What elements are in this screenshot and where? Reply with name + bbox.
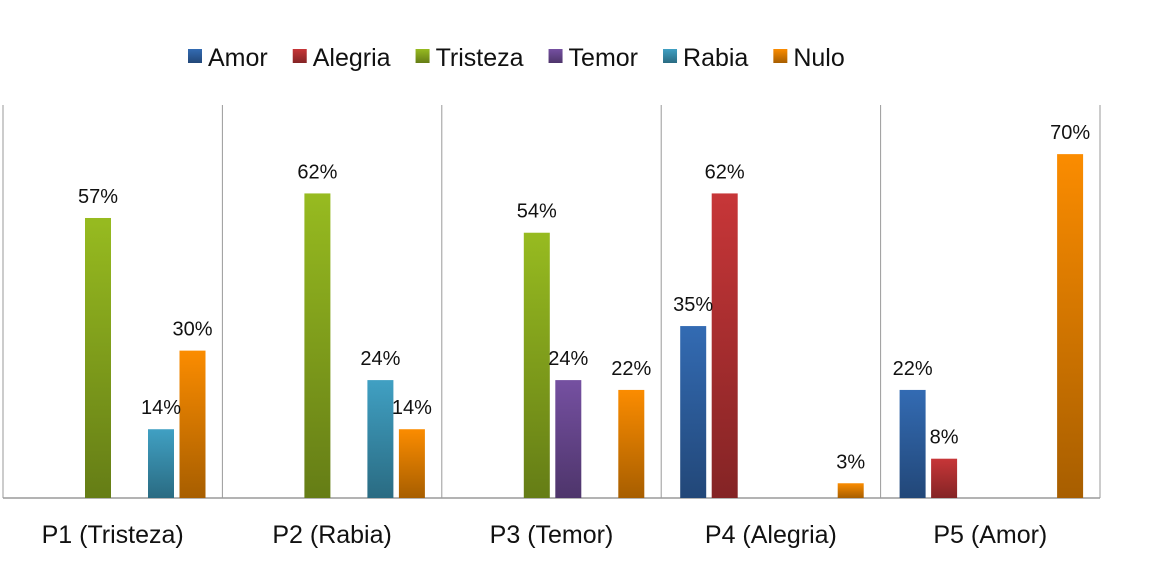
legend-item-nulo: Nulo <box>773 44 845 72</box>
legend-swatch <box>663 49 678 63</box>
data-label: 57% <box>78 186 118 208</box>
legend-label: Temor <box>569 44 638 72</box>
legend-item-tristeza: Tristeza <box>415 44 524 72</box>
bars <box>85 154 1084 499</box>
legend-label: Nulo <box>793 44 844 72</box>
data-label: 62% <box>705 161 745 183</box>
legend-item-rabia: Rabia <box>663 44 748 72</box>
x-tick-label: P1 (Tristeza) <box>42 521 184 549</box>
legend-item-temor: Temor <box>548 44 638 72</box>
data-label: 24% <box>360 348 400 370</box>
bar-tristeza <box>85 217 111 499</box>
bar-rabia <box>148 429 174 498</box>
data-label: 24% <box>548 348 588 370</box>
data-label: 62% <box>297 161 337 183</box>
data-label: 70% <box>1050 122 1090 144</box>
bar-tristeza <box>523 232 550 498</box>
legend-swatch <box>548 49 563 63</box>
x-tick-label: P5 (Amor) <box>933 521 1047 549</box>
bar-rabia <box>367 380 394 498</box>
bar-amor <box>680 326 707 498</box>
legend-swatch <box>292 49 307 63</box>
data-labels: 57% 14% 30% 62% 24% 14% 54% 24% 22% 35% 62% 3% 22% 8%… <box>78 122 1090 473</box>
bar-temor <box>555 380 582 498</box>
data-label: 30% <box>172 319 212 341</box>
data-label: 3% <box>836 451 865 473</box>
legend-swatch <box>415 49 430 63</box>
bar-nulo <box>398 429 425 498</box>
data-label: 22% <box>611 358 651 380</box>
bar-alegria <box>711 193 738 499</box>
x-tick-label: P2 (Rabia) <box>272 521 392 549</box>
data-label: 54% <box>517 201 557 223</box>
x-axis-labels: P1 (Tristeza) P2 (Rabia) P3 (Temor) P4 (Ale… <box>42 521 1048 549</box>
legend-label: Amor <box>208 44 268 72</box>
legend-label: Rabia <box>683 44 748 72</box>
bar-amor <box>899 389 926 498</box>
bar-nulo <box>618 389 645 498</box>
bar-nulo <box>1057 154 1084 498</box>
legend: Amor Alegria Tristeza Temor Rabia Nulo <box>188 44 845 72</box>
x-tick-label: P3 (Temor) <box>490 521 614 549</box>
legend-label: Alegria <box>313 44 391 72</box>
legend-item-alegria: Alegria <box>292 44 391 72</box>
data-label: 35% <box>673 294 713 316</box>
data-label: 22% <box>893 358 933 380</box>
bar-nulo <box>837 483 864 498</box>
legend-label: Tristeza <box>436 44 524 72</box>
bar-alegria <box>931 458 958 498</box>
legend-item-amor: Amor <box>188 44 268 72</box>
x-tick-label: P4 (Alegria) <box>705 521 837 549</box>
legend-swatch <box>773 49 788 63</box>
bar-nulo <box>179 350 206 498</box>
data-label: 8% <box>930 427 959 449</box>
legend-swatch <box>188 49 202 63</box>
data-label: 14% <box>141 397 181 419</box>
bar-tristeza <box>304 193 331 499</box>
data-label: 14% <box>392 397 432 419</box>
